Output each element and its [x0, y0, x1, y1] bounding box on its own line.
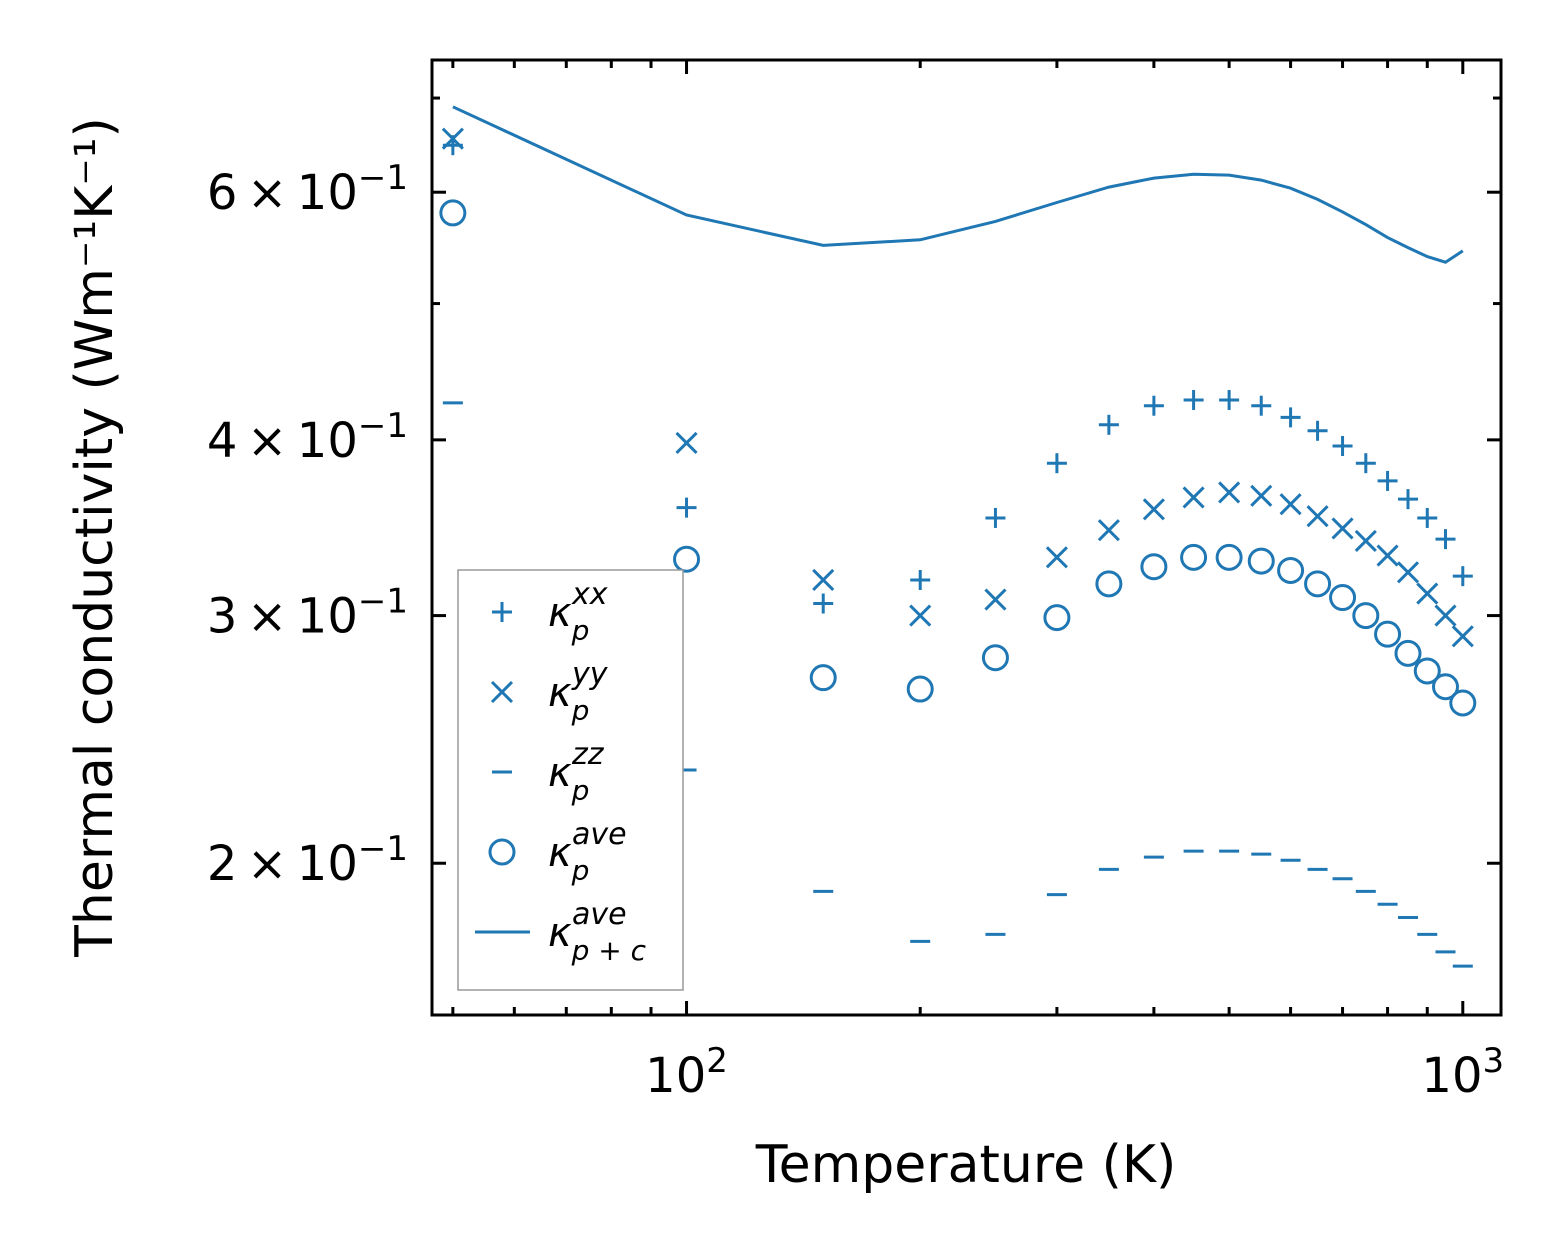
legend-label: κpave — [548, 817, 627, 887]
legend-marker-kappa_p_yy — [490, 680, 514, 704]
data-point-kappa_p_yy-950 — [1434, 604, 1457, 627]
data-point-kappa_p_yy-850 — [1396, 561, 1420, 584]
y-tick-label: 3 × 10−1 — [207, 582, 408, 645]
data-point-kappa_p_yy-250 — [984, 588, 1007, 611]
data-point-kappa_p_xx-800 — [1377, 470, 1398, 491]
data-point-kappa_p_yy-150 — [812, 568, 835, 592]
data-point-kappa_p_xx-600 — [1280, 407, 1301, 428]
data-point-kappa_p_xx-700 — [1332, 436, 1353, 457]
data-point-kappa_p_ave-1000 — [1449, 689, 1477, 717]
data-point-kappa_p_yy-400 — [1142, 498, 1165, 521]
data-point-kappa_p_ave-850 — [1394, 639, 1422, 667]
legend-marker-kappa_p_ave — [488, 838, 516, 866]
legend-entry-kappa_p_yy: κpyy — [490, 657, 609, 727]
data-point-kappa_p_yy-600 — [1279, 493, 1302, 516]
y-tick-label: 2 × 10−1 — [207, 829, 408, 892]
data-point-kappa_p_ave-750 — [1352, 602, 1380, 630]
data-point-kappa_p_xx-750 — [1355, 453, 1376, 474]
data-point-kappa_p_ave-300 — [1043, 604, 1071, 632]
data-point-kappa_p_xx-850 — [1398, 489, 1419, 510]
x-tick-label: 102 — [645, 1041, 728, 1104]
data-point-kappa_p_xx-550 — [1251, 395, 1272, 416]
data-point-kappa_p_xx-200 — [910, 569, 931, 590]
data-point-kappa_p_ave-700 — [1329, 584, 1357, 612]
data-point-kappa_p_xx-650 — [1307, 420, 1328, 441]
series-kappa_p_xx — [442, 135, 1473, 614]
data-point-kappa_p_ave-900 — [1413, 657, 1441, 685]
legend: κpxx κpyy κpzz κpave κp + cave — [457, 569, 684, 991]
data-point-kappa_p_xx-1000 — [1452, 566, 1473, 587]
data-point-kappa_p_xx-900 — [1417, 507, 1438, 528]
data-point-kappa_p_yy-500 — [1218, 481, 1241, 504]
data-point-kappa_p_xx-100 — [676, 497, 697, 518]
data-point-kappa_p_yy-1000 — [1451, 625, 1474, 648]
series-kappa_p_ave — [439, 199, 1477, 717]
legend-entries: κpxx κpyy κpzz κpave κp + cave — [475, 577, 647, 967]
x-axis-label: Temperature (K) — [755, 1135, 1177, 1195]
data-point-kappa_p_ave-450 — [1180, 543, 1208, 571]
data-point-kappa_p_ave-150 — [809, 664, 837, 692]
data-point-kappa_p_ave-650 — [1304, 570, 1332, 598]
data-point-kappa_p_yy-900 — [1416, 582, 1439, 605]
legend-label: κpzz — [548, 737, 605, 807]
legend-entry-kappa_p_ave: κpave — [488, 817, 627, 887]
data-point-kappa_p_ave-550 — [1247, 547, 1275, 575]
data-point-kappa_p_ave-600 — [1277, 556, 1305, 584]
data-point-kappa_p_xx-450 — [1183, 389, 1204, 410]
series-line-kappa_pc_ave — [452, 105, 1464, 264]
y-axis-label: Thermal conductivity (Wm⁻¹K⁻¹) — [65, 117, 125, 958]
legend-label: κp + cave — [548, 897, 647, 967]
data-point-kappa_p_ave-250 — [981, 644, 1009, 672]
data-point-kappa_p_yy-650 — [1306, 505, 1329, 528]
data-point-kappa_p_yy-300 — [1045, 546, 1068, 569]
data-point-kappa_p_yy-550 — [1250, 484, 1273, 507]
data-point-kappa_p_yy-450 — [1182, 486, 1205, 509]
legend-label: κpyy — [548, 657, 609, 727]
data-point-kappa_p_xx-400 — [1143, 395, 1164, 416]
series-kappa_pc_ave — [452, 105, 1464, 264]
data-point-kappa_p_xx-150 — [813, 593, 834, 614]
data-point-kappa_p_yy-800 — [1376, 544, 1399, 567]
x-tick-label: 103 — [1421, 1041, 1504, 1104]
data-point-kappa_p_yy-700 — [1331, 517, 1354, 540]
axis-ticks: 102 103 2 × 10−1 3 × 10−1 4 × 10−1 6 × 10−1 — [207, 60, 1504, 1104]
data-point-kappa_p_yy-200 — [909, 604, 932, 627]
data-point-kappa_p_xx-500 — [1219, 389, 1240, 410]
legend-entry-kappa_p_xx: κpxx — [492, 577, 608, 647]
data-point-kappa_p_xx-350 — [1098, 414, 1119, 435]
data-point-kappa_p_ave-500 — [1215, 543, 1243, 571]
data-point-kappa_p_ave-350 — [1095, 570, 1123, 598]
data-point-kappa_p_ave-950 — [1432, 673, 1460, 701]
plot-frame — [430, 58, 1503, 1017]
legend-entry-kappa_pc_ave: κp + cave — [475, 897, 647, 967]
data-point-kappa_p_yy-750 — [1354, 529, 1377, 552]
legend-marker-kappa_p_xx — [492, 602, 512, 622]
data-point-kappa_p_ave-400 — [1140, 553, 1168, 581]
plot-area — [439, 105, 1477, 968]
legend-label: κpxx — [548, 577, 608, 647]
data-point-kappa_p_yy-50 — [441, 127, 464, 150]
data-point-kappa_p_ave-50 — [439, 199, 467, 227]
data-point-kappa_p_xx-950 — [1435, 529, 1456, 550]
data-point-kappa_p_xx-300 — [1046, 453, 1067, 474]
y-tick-label: 6 × 10−1 — [207, 158, 408, 221]
data-point-kappa_p_xx-250 — [985, 507, 1006, 528]
legend-entry-kappa_p_zz: κpzz — [492, 737, 605, 807]
data-point-kappa_p_ave-200 — [906, 675, 934, 703]
data-point-kappa_p_ave-800 — [1374, 620, 1402, 648]
data-point-kappa_p_yy-100 — [675, 431, 698, 454]
legend-frame — [457, 569, 684, 991]
y-tick-label: 4 × 10−1 — [207, 406, 408, 469]
data-point-kappa_p_yy-350 — [1097, 519, 1120, 542]
data-point-kappa_p_ave-100 — [673, 545, 701, 573]
series-kappa_p_yy — [441, 127, 1474, 648]
